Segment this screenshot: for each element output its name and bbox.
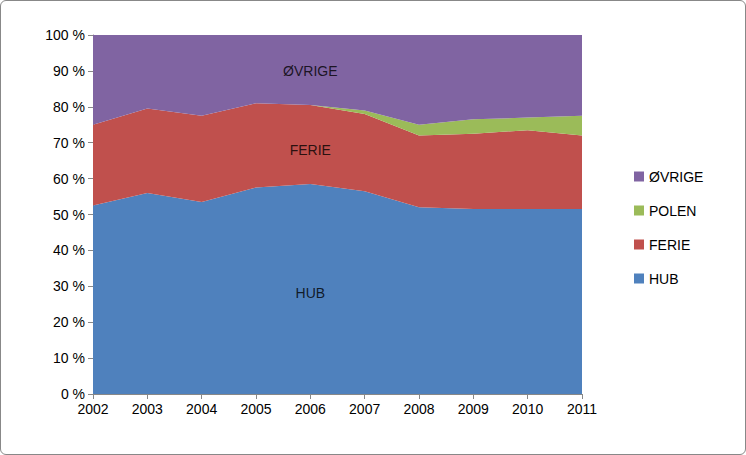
svg-text:ØVRIGE: ØVRIGE [283, 63, 337, 79]
svg-text:FERIE: FERIE [649, 237, 690, 253]
svg-text:2007: 2007 [349, 401, 380, 417]
svg-text:POLEN: POLEN [649, 203, 696, 219]
svg-text:2011: 2011 [567, 401, 597, 417]
svg-text:50 %: 50 % [53, 207, 85, 223]
svg-text:2008: 2008 [403, 401, 434, 417]
svg-text:30 %: 30 % [53, 278, 85, 294]
svg-text:20 %: 20 % [53, 314, 85, 330]
svg-text:2003: 2003 [132, 401, 163, 417]
svg-text:60 %: 60 % [53, 171, 85, 187]
svg-text:2010: 2010 [512, 401, 543, 417]
svg-text:70 %: 70 % [53, 135, 85, 151]
svg-text:ØVRIGE: ØVRIGE [649, 169, 703, 185]
svg-text:HUB: HUB [649, 271, 679, 287]
svg-text:100 %: 100 % [45, 27, 85, 43]
svg-text:40 %: 40 % [53, 242, 85, 258]
svg-text:2002: 2002 [77, 401, 108, 417]
svg-text:FERIE: FERIE [290, 142, 331, 158]
svg-text:90 %: 90 % [53, 63, 85, 79]
svg-text:2004: 2004 [186, 401, 217, 417]
svg-text:2005: 2005 [240, 401, 271, 417]
svg-text:2006: 2006 [295, 401, 326, 417]
svg-text:80 %: 80 % [53, 99, 85, 115]
svg-text:0 %: 0 % [61, 386, 85, 402]
svg-text:10 %: 10 % [53, 350, 85, 366]
svg-text:2009: 2009 [458, 401, 489, 417]
svg-text:HUB: HUB [296, 285, 326, 301]
